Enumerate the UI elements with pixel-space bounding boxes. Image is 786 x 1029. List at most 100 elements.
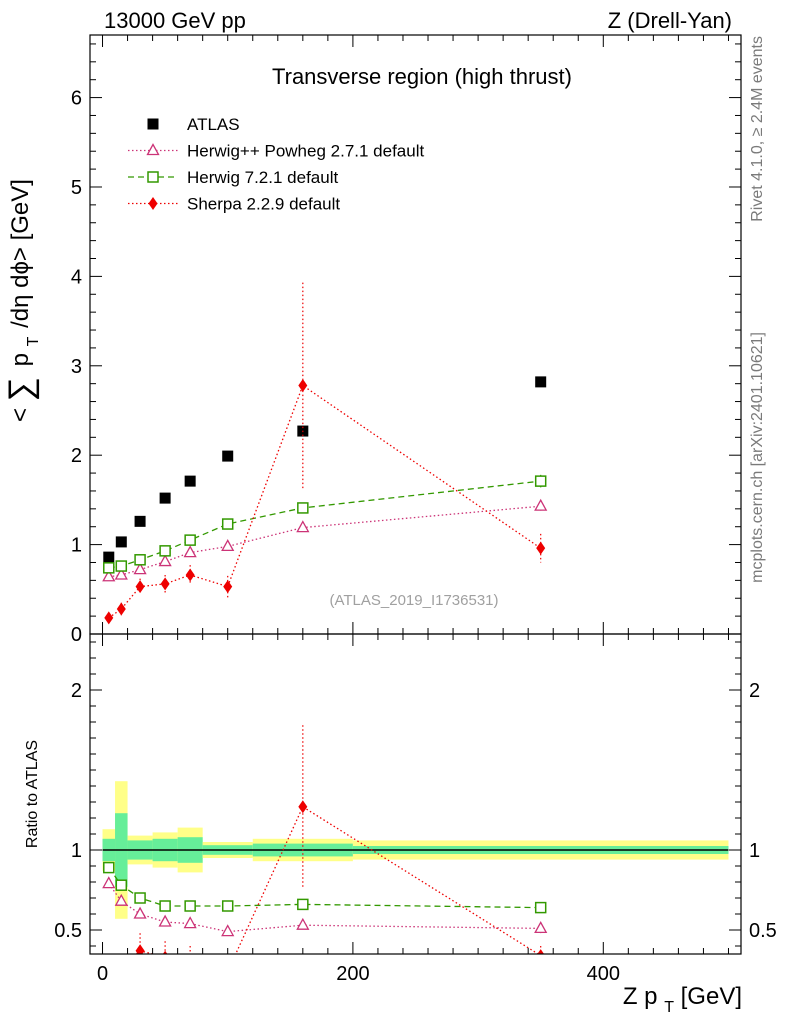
main-point-sherpa-2-2-9-default [135, 580, 145, 594]
process-label: Z (Drell-Yan) [608, 8, 732, 33]
main-point-herwig-powheg-2-7-1-default [133, 562, 147, 575]
ratio-point-sherpa-2-2-9-default [162, 950, 168, 954]
plot-title: Transverse region (high thrust) [272, 64, 572, 89]
ratio-point-herwig-powheg-2-7-1-default [102, 876, 116, 889]
main-point-herwig-powheg-2-7-1-default [158, 554, 172, 567]
x-tick-label: 200 [336, 963, 369, 985]
ratio-y-tick-label: 1 [71, 840, 82, 862]
main-point-atlas [134, 515, 146, 527]
legend-marker-herwig-powheg-2-7-1-default [146, 143, 160, 156]
main-y-tick-label: 5 [71, 177, 82, 199]
ratio-y-tick-label-right: 1 [749, 840, 760, 862]
main-point-sherpa-2-2-9-default [160, 577, 170, 591]
legend: ATLAS Herwig++ Powheg 2.7.1 default Herwig… [128, 115, 424, 214]
main-point-herwig-7-2-1-default [297, 502, 309, 514]
x-tick-label: 400 [587, 963, 620, 985]
legend-label-atlas: ATLAS [187, 115, 240, 134]
main-point-herwig-7-2-1-default [159, 545, 171, 557]
main-point-herwig-powheg-2-7-1-default [183, 545, 197, 558]
main-series-herwig-powheg-2-7-1-default [102, 498, 548, 582]
main-series-atlas [103, 376, 547, 563]
ratio-point-herwig-7-2-1-default [534, 901, 547, 914]
x-axis-label: Z p T [GeV] [623, 983, 742, 1018]
ratio-point-herwig-7-2-1-default [159, 900, 171, 912]
y-axis-label-open: < [7, 408, 34, 422]
main-y-tick-label: 2 [71, 445, 82, 467]
ratio-line-herwig-7-2-1-default [108, 867, 541, 909]
legend-label-sherpa-2-2-9-default: Sherpa 2.2.9 default [187, 195, 340, 214]
y-axis-label-rest: /dη dϕ> [GeV] [7, 179, 34, 328]
ratio-point-herwig-powheg-2-7-1-default [221, 924, 235, 937]
ratio-line-herwig-powheg-2-7-1-default [108, 883, 541, 933]
main-point-atlas [535, 376, 547, 388]
main-point-atlas [159, 492, 171, 504]
y-axis-label-p: p [7, 353, 34, 366]
main-point-herwig-7-2-1-default [534, 475, 547, 487]
main-point-herwig-powheg-2-7-1-default [296, 520, 310, 533]
ratio-point-herwig-7-2-1-default [103, 861, 115, 874]
main-line-herwig-powheg-2-7-1-default [108, 505, 541, 578]
ratio-point-sherpa-2-2-9-default [135, 944, 145, 954]
main-point-herwig-7-2-1-default [221, 518, 234, 530]
main-point-herwig-powheg-2-7-1-default [114, 567, 128, 580]
main-line-herwig-7-2-1-default [108, 480, 541, 569]
ratio-point-herwig-powheg-2-7-1-default [133, 906, 147, 919]
ratio-point-herwig-powheg-2-7-1-default [158, 914, 172, 927]
ratio-point-herwig-7-2-1-default [134, 892, 146, 904]
main-point-herwig-powheg-2-7-1-default [221, 539, 235, 552]
rivet-version-label: Rivet 4.1.0, ≥ 2.4M events [749, 36, 766, 222]
ratio-series-herwig-7-2-1-default [103, 861, 547, 914]
main-panel-series [102, 282, 548, 625]
main-y-tick-label: 6 [71, 88, 82, 110]
main-y-tick-label: 3 [71, 356, 82, 378]
ratio-y-tick-label-right: 0.5 [749, 920, 777, 942]
axes: 0 1 2 3 4 5 6 0.5 0.5 1 1 2 2 0 200 400 [54, 34, 777, 985]
ratio-y-tick-label-right: 2 [749, 680, 760, 702]
ratio-point-herwig-powheg-2-7-1-default [183, 916, 197, 929]
ratio-point-sherpa-2-2-9-default [537, 949, 545, 954]
main-point-atlas [222, 450, 234, 462]
y-axis-label-sub: T [25, 336, 42, 346]
ratio-y-tick-label: 0.5 [54, 920, 82, 942]
main-point-sherpa-2-2-9-default [185, 568, 195, 582]
main-y-tick-label: 1 [71, 535, 82, 557]
x-axis-label-sub: T [664, 999, 674, 1016]
main-point-herwig-7-2-1-default [115, 560, 128, 572]
legend-label-herwig-powheg-2-7-1-default: Herwig++ Powheg 2.7.1 default [187, 142, 424, 161]
ratio-frame [89, 633, 742, 955]
y-axis-label-sum: ∑ [2, 377, 40, 401]
main-point-atlas [184, 475, 196, 487]
main-point-herwig-powheg-2-7-1-default [534, 498, 548, 511]
mcplots-label: mcplots.cern.ch [arXiv:2401.10621] [749, 332, 766, 583]
x-tick-label: 0 [97, 963, 108, 985]
y-axis-label: < ∑ p T /dη dϕ> [GeV] [2, 179, 44, 422]
svg-text:< ∑ p T: < ∑ p T /dη dϕ> [GeV] [2, 179, 44, 422]
main-point-sherpa-2-2-9-default [104, 611, 114, 625]
main-point-sherpa-2-2-9-default [223, 580, 233, 594]
ratio-point-sherpa-2-2-9-default [117, 960, 126, 973]
x-axis-label-main: Z p [623, 983, 658, 1010]
main-y-tick-label: 0 [71, 624, 82, 646]
legend-marker-herwig-7-2-1-default [147, 171, 159, 183]
ratio-y-tick-label: 2 [71, 680, 82, 702]
ratio-point-herwig-powheg-2-7-1-default [114, 893, 128, 906]
main-point-atlas [115, 536, 127, 548]
main-point-atlas [103, 551, 115, 563]
ratio-panel-series [102, 725, 548, 973]
ratio-series-herwig-powheg-2-7-1-default [102, 876, 548, 937]
legend-label-herwig-7-2-1-default: Herwig 7.2.1 default [187, 168, 338, 187]
ratio-y-axis-label: Ratio to ATLAS [24, 740, 41, 848]
main-point-sherpa-2-2-9-default [536, 541, 546, 555]
ratio-series-sherpa-2-2-9-default [117, 725, 545, 973]
ratio-point-sherpa-2-2-9-default [298, 800, 308, 814]
ratio-point-herwig-powheg-2-7-1-default [534, 921, 548, 934]
x-axis-label-rest: [GeV] [681, 983, 742, 1010]
ratio-line-sherpa-2-2-9-default [135, 805, 540, 954]
main-point-herwig-7-2-1-default [103, 562, 115, 574]
legend-marker-sherpa-2-2-9-default [148, 197, 158, 210]
main-line-sherpa-2-2-9-default [108, 384, 542, 619]
energy-label: 13000 GeV pp [104, 8, 246, 33]
watermark-label: (ATLAS_2019_I1736531) [329, 592, 498, 609]
main-point-herwig-7-2-1-default [184, 534, 196, 546]
